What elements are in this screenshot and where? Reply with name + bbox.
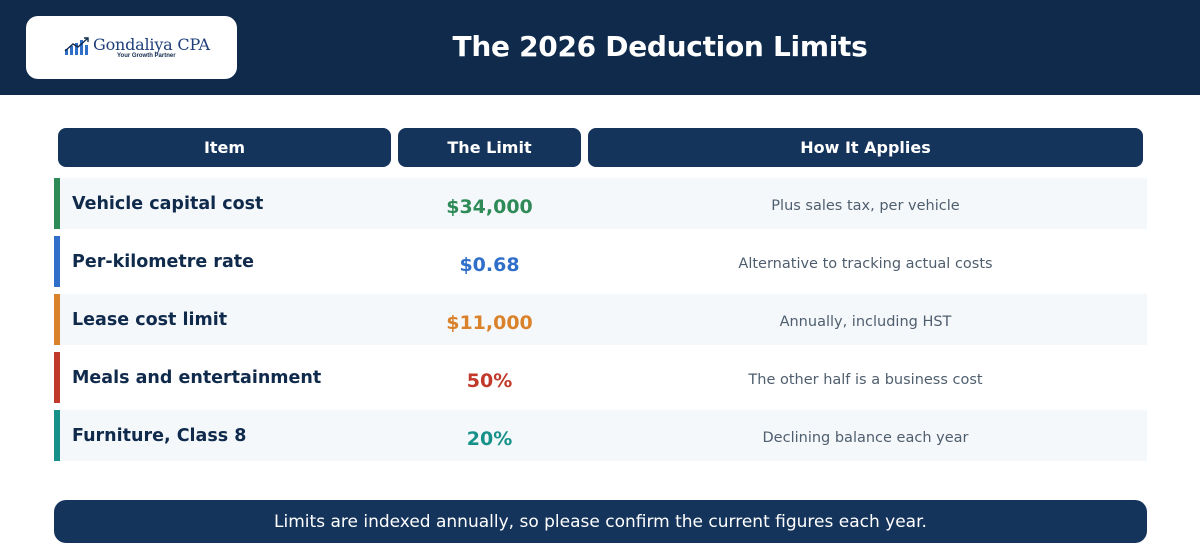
logo-tagline: Your Growth Partner bbox=[117, 53, 176, 59]
table-row: Meals and entertainment 50% The other half… bbox=[54, 352, 1147, 403]
row-limit: $0.68 bbox=[459, 254, 520, 276]
page-title: The 2026 Deduction Limits bbox=[452, 30, 868, 63]
table-row: Per-kilometre rate $0.68 Alternative to tr… bbox=[54, 236, 1147, 287]
row-accent-bar bbox=[54, 294, 60, 345]
row-item: Furniture, Class 8 bbox=[72, 426, 247, 446]
footer-note: Limits are indexed annually, so please c… bbox=[54, 500, 1147, 543]
row-item: Lease cost limit bbox=[72, 310, 228, 330]
row-item: Vehicle capital cost bbox=[72, 194, 264, 214]
table-row: Furniture, Class 8 20% Declining balance e… bbox=[54, 410, 1147, 461]
row-applies: Annually, including HST bbox=[779, 314, 952, 330]
header-banner: Gondaliya CPA Your Growth Partner The 20… bbox=[0, 0, 1200, 95]
column-header-applies: How It Applies bbox=[588, 128, 1143, 167]
row-accent-bar bbox=[54, 410, 60, 461]
row-applies: The other half is a business cost bbox=[748, 372, 983, 388]
row-limit: 50% bbox=[466, 370, 513, 392]
row-applies: Plus sales tax, per vehicle bbox=[771, 198, 960, 214]
row-accent-bar bbox=[54, 352, 60, 403]
bar-chart-logo-icon bbox=[64, 37, 89, 55]
row-limit: 20% bbox=[466, 428, 513, 450]
row-accent-bar bbox=[54, 236, 60, 287]
row-applies: Alternative to tracking actual costs bbox=[738, 256, 993, 272]
column-header-item: Item bbox=[58, 128, 391, 167]
row-item: Meals and entertainment bbox=[72, 368, 322, 388]
logo-name: Gondaliya CPA bbox=[93, 35, 210, 54]
row-applies: Declining balance each year bbox=[762, 430, 969, 446]
column-header-limit: The Limit bbox=[398, 128, 581, 167]
row-limit: $34,000 bbox=[446, 196, 533, 218]
row-limit: $11,000 bbox=[446, 312, 533, 334]
table-row: Vehicle capital cost $34,000 Plus sales ta… bbox=[54, 178, 1147, 229]
logo: Gondaliya CPA Your Growth Partner bbox=[26, 16, 237, 79]
row-accent-bar bbox=[54, 178, 60, 229]
row-item: Per-kilometre rate bbox=[72, 252, 254, 272]
table-row: Lease cost limit $11,000 Annually, includi… bbox=[54, 294, 1147, 345]
